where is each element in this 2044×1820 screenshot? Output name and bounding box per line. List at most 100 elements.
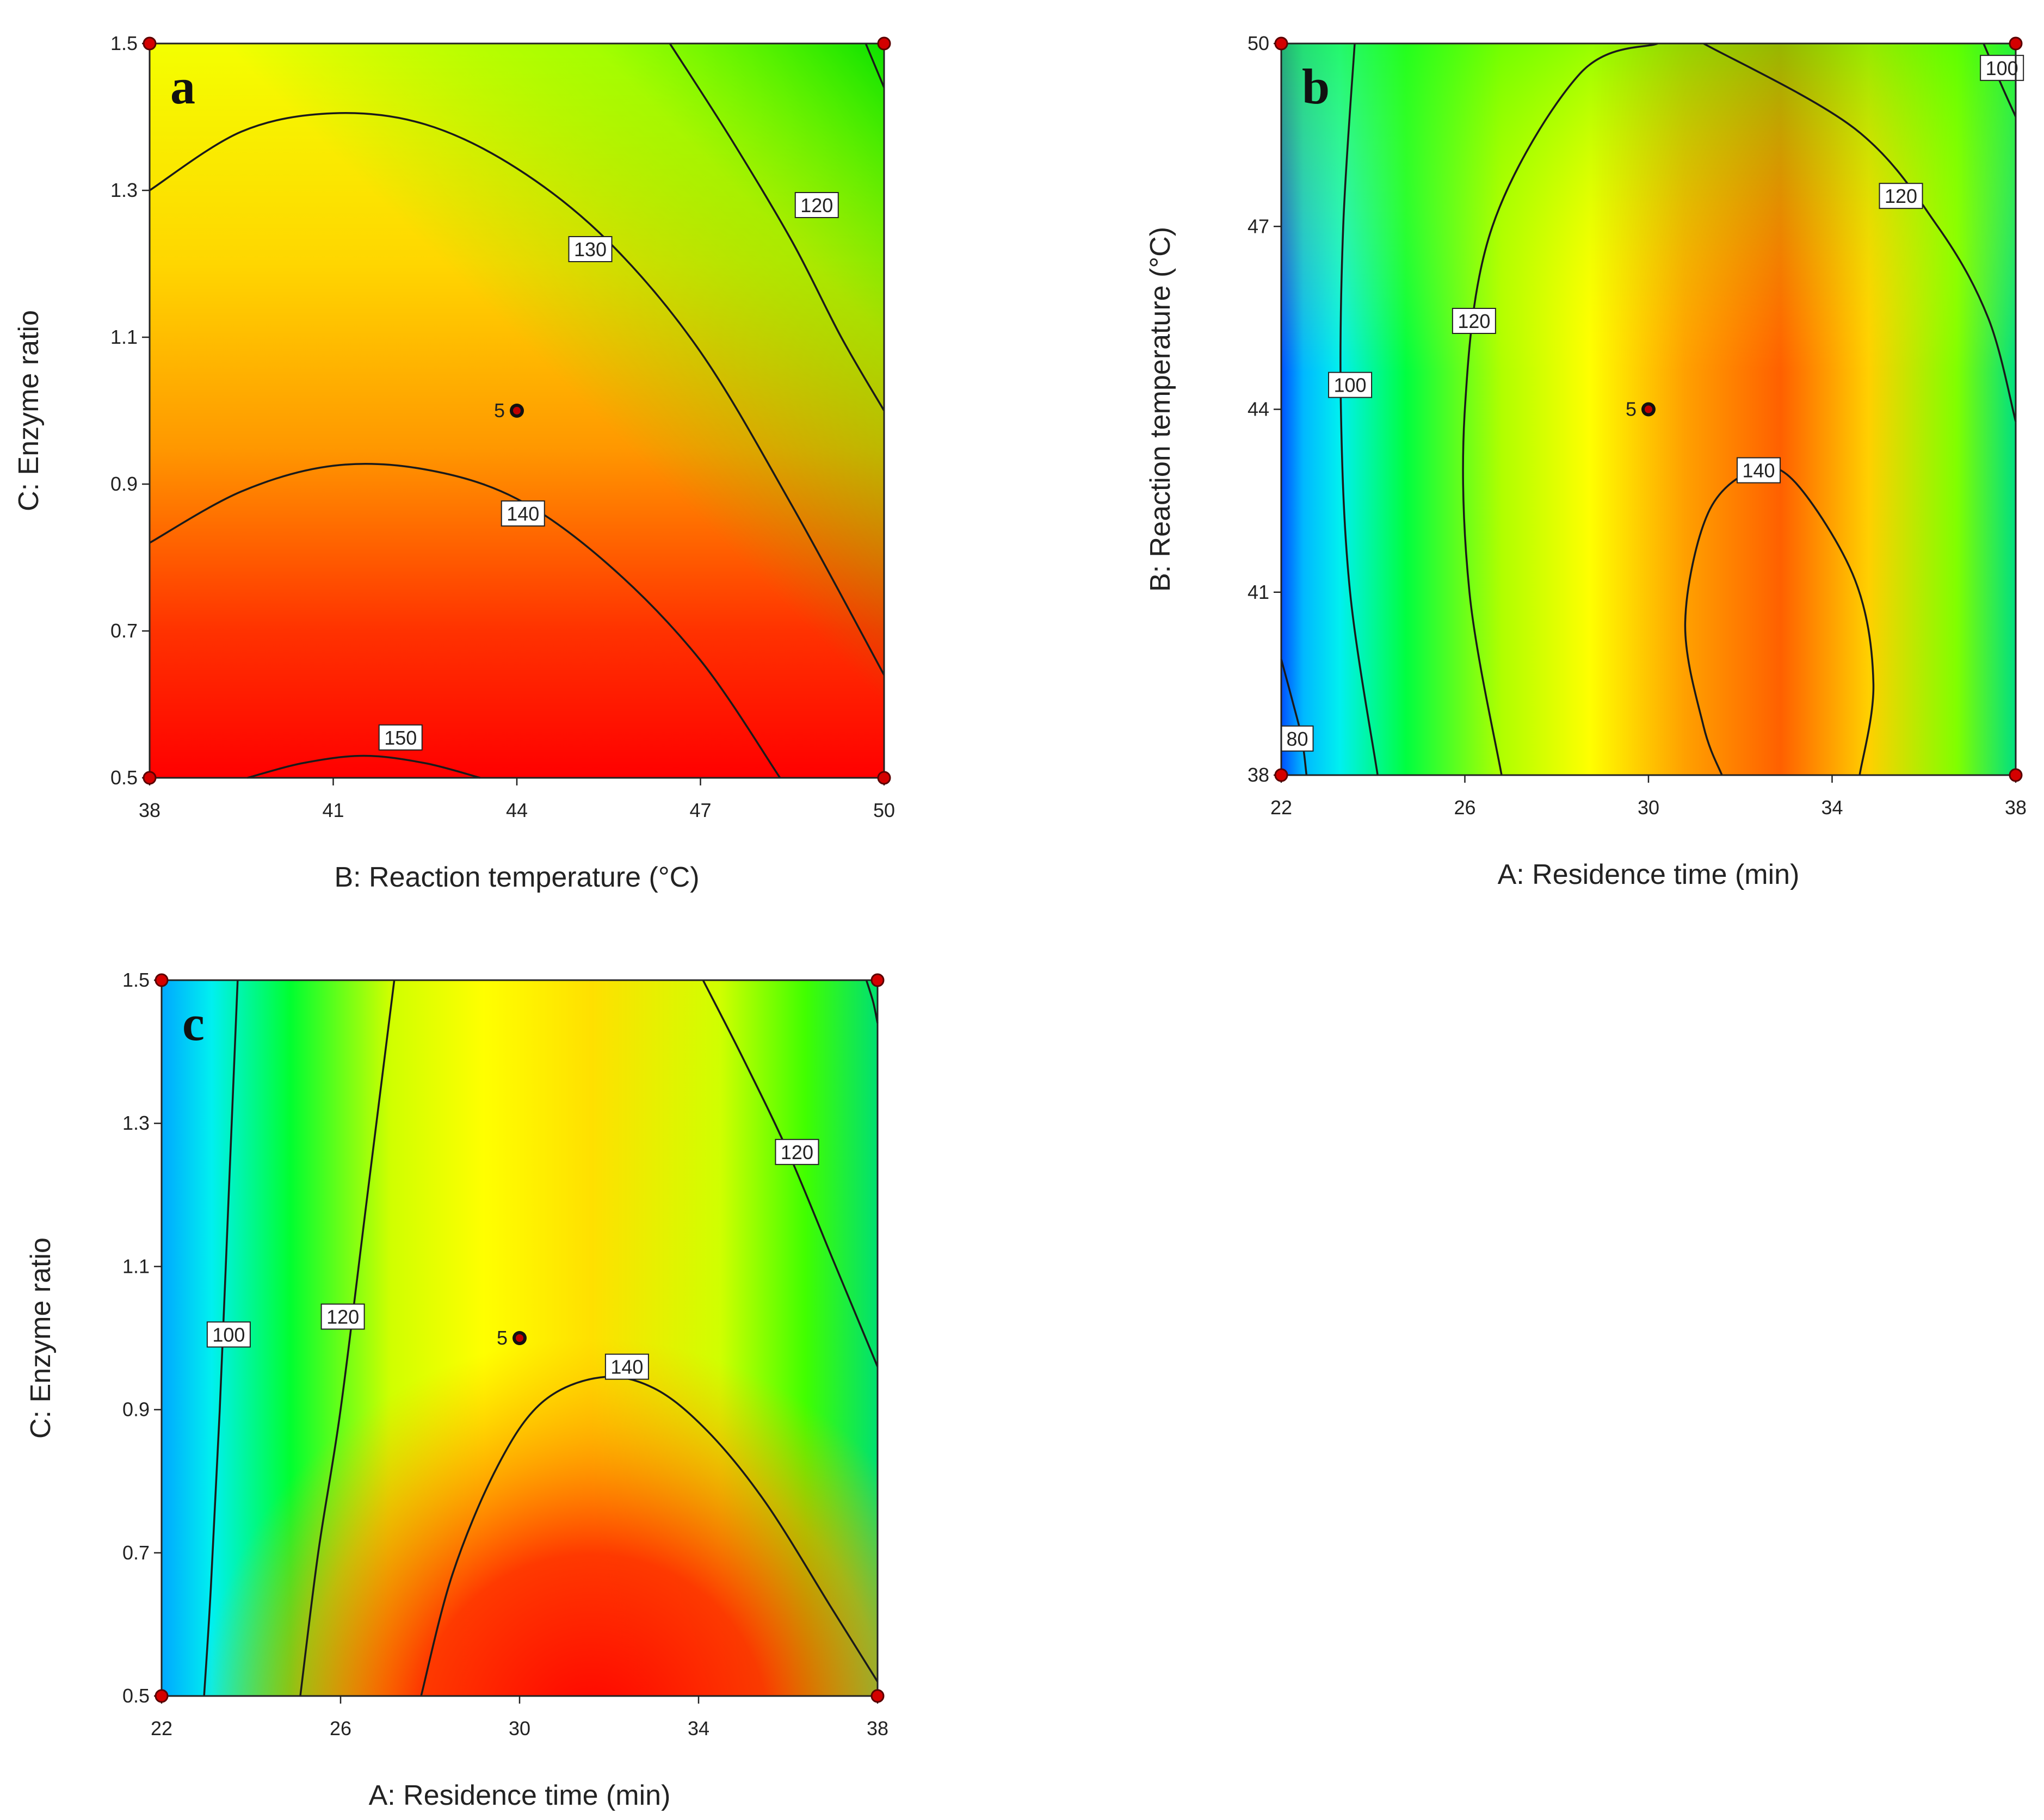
center-point-inner <box>1645 405 1652 413</box>
panel-b: 80 100 120 120 140 100 22 26 30 34 38 38 41 44 47 50 A: … <box>1145 32 2027 890</box>
y-tick-label: 44 <box>1248 398 1269 420</box>
design-point <box>143 36 157 51</box>
y-tick-label: 41 <box>1248 581 1269 603</box>
contour-label-130: 130 <box>568 236 613 262</box>
contour-line-120 <box>1703 42 2017 422</box>
contour-label-box <box>794 192 839 218</box>
contour-label-text: 140 <box>610 1356 643 1378</box>
x-tick-label: 38 <box>139 799 160 821</box>
contour-label-text: 120 <box>781 1141 813 1163</box>
y-tick-label: 0.5 <box>110 766 138 789</box>
y-tick-label: 1.3 <box>122 1112 150 1134</box>
panel-a: 150 140 130 120 38 41 44 47 50 0.5 0.7 0.9 1.1 1.3 1.5… <box>13 32 895 893</box>
contour-label-text: 120 <box>1885 185 1917 207</box>
contour-label-box <box>378 724 423 751</box>
contour-label-text: 140 <box>507 503 539 525</box>
x-tick-label: 30 <box>509 1717 530 1739</box>
contour-line-80 <box>1280 659 1308 776</box>
contour-label-100: 100 <box>206 1321 251 1348</box>
contour-label-120: 120 <box>320 1303 365 1330</box>
x-tick-label: 50 <box>873 799 895 821</box>
x-tick-label: 38 <box>2005 796 2027 819</box>
y-tick-label: 1.1 <box>122 1255 150 1277</box>
design-point <box>143 771 157 785</box>
y-tick-label: 1.3 <box>110 179 138 201</box>
design-point <box>870 1689 885 1703</box>
y-axis-label: B: Reaction temperature (°C) <box>1145 227 1176 592</box>
design-point <box>1274 36 1288 51</box>
panel-letter: a <box>170 59 195 114</box>
contour-label-text: 150 <box>384 727 417 749</box>
contour-label-150: 150 <box>378 724 423 751</box>
contour-label-box <box>501 500 545 527</box>
contour-line-120 <box>1462 42 1658 776</box>
contour-label-text: 140 <box>1742 460 1775 482</box>
design-point <box>877 771 891 785</box>
center-point-inner <box>516 1334 523 1342</box>
y-tick-label: 1.1 <box>110 326 138 348</box>
center-point-label: 5 <box>497 1327 508 1349</box>
contour-line-100 <box>203 980 239 1697</box>
contour-line-edge <box>864 43 885 88</box>
contour-label-120: 120 <box>1879 183 1923 209</box>
design-point <box>2009 36 2023 51</box>
x-tick-label: 38 <box>867 1717 888 1739</box>
x-tick-label: 22 <box>1270 796 1292 819</box>
contour-label-120: 120 <box>794 192 839 218</box>
contour-label-text: 120 <box>800 194 833 216</box>
x-tick-label: 47 <box>689 799 711 821</box>
contour-label-box <box>206 1321 251 1348</box>
contour-label-box <box>1452 307 1496 334</box>
contour-label-100: 100 <box>1328 372 1373 398</box>
y-tick-label: 38 <box>1248 764 1269 786</box>
contour-line-150 <box>247 754 480 779</box>
contour-line-edge <box>865 980 879 1024</box>
y-tick-label: 1.5 <box>122 969 150 991</box>
design-point <box>155 1689 169 1703</box>
x-tick-label: 44 <box>506 799 528 821</box>
y-tick-label: 0.5 <box>122 1685 150 1707</box>
y-axis-label: C: Enzyme ratio <box>25 1237 57 1439</box>
y-tick-label: 0.7 <box>122 1542 150 1564</box>
y-tick-label: 50 <box>1248 32 1269 54</box>
contour-label-140: 140 <box>1737 457 1781 484</box>
contour-label-120: 120 <box>1452 307 1496 334</box>
contour-label-box <box>1328 372 1373 398</box>
x-tick-label: 34 <box>688 1717 709 1739</box>
center-point-inner <box>513 407 521 414</box>
contour-label-text: 120 <box>1458 310 1490 332</box>
contour-label-text: 100 <box>1334 374 1367 397</box>
contour-label-box <box>604 1353 649 1380</box>
y-tick-label: 1.5 <box>110 32 138 54</box>
contour-line-130 <box>149 112 885 676</box>
y-tick-label: 0.9 <box>122 1398 150 1421</box>
contour-line-120 <box>669 43 885 411</box>
contour-line-120 <box>299 980 396 1697</box>
contour-line-140 <box>149 462 781 778</box>
contour-label-box <box>1737 457 1781 484</box>
panel-letter: b <box>1302 59 1330 114</box>
contour-label-box <box>775 1138 819 1165</box>
contour-label-box <box>320 1303 365 1330</box>
contour-label-text: 100 <box>1986 57 2018 79</box>
x-tick-label: 41 <box>322 799 344 821</box>
panel-letter: c <box>182 995 205 1051</box>
y-tick-label: 47 <box>1248 215 1269 237</box>
center-point-label: 5 <box>494 399 505 422</box>
contour-label-120: 120 <box>775 1138 819 1165</box>
x-tick-label: 26 <box>330 1717 351 1739</box>
x-axis-label: A: Residence time (min) <box>369 1780 671 1811</box>
y-axis-label: C: Enzyme ratio <box>13 310 45 511</box>
y-tick-label: 0.9 <box>110 473 138 495</box>
contour-label-box <box>1879 183 1923 209</box>
contour-label-140: 140 <box>501 500 545 527</box>
contour-line-100 <box>1339 43 1379 776</box>
design-point <box>155 973 169 987</box>
contour-label-80: 80 <box>1281 725 1314 752</box>
contour-label-100: 100 <box>1980 54 2024 81</box>
contour-label-text: 80 <box>1287 728 1308 750</box>
y-tick-label: 0.7 <box>110 620 138 642</box>
contour-label-140: 140 <box>604 1353 649 1380</box>
design-point <box>870 973 885 987</box>
